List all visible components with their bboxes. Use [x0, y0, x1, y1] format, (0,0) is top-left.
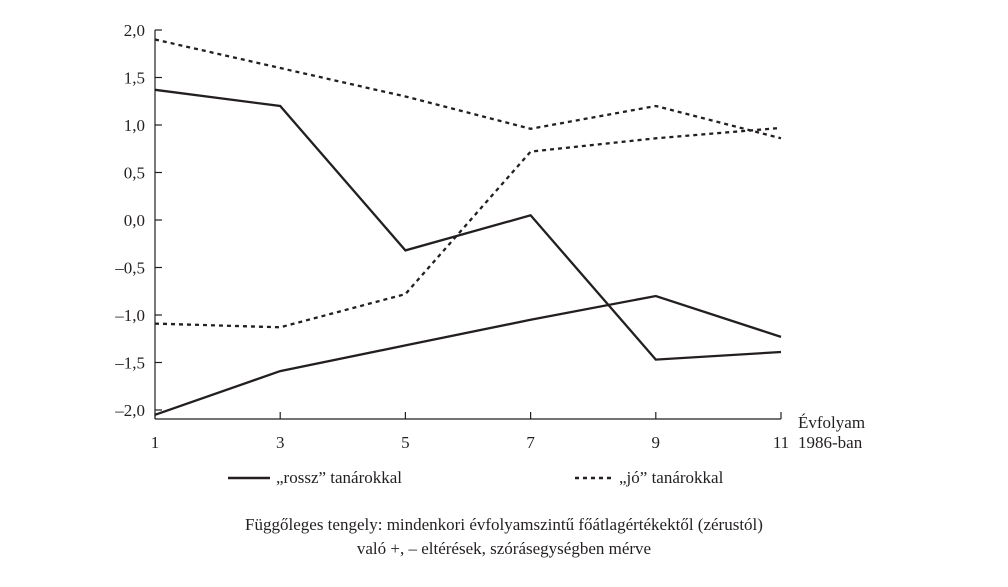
caption-line-1: Függőleges tengely: mindenkori évfolyams…	[245, 515, 763, 534]
legend-good-label: „jó” tanárokkal	[619, 468, 724, 487]
y-axis-ticks: 2,0 1,5 1,0 0,5 0,0 –0,5 –1,0 –1,5 –2,0	[114, 21, 162, 420]
x-tick-label: 11	[773, 433, 789, 452]
y-tick-label: –2,0	[114, 401, 145, 420]
x-tick-label: 5	[401, 433, 410, 452]
x-tick-label: 9	[652, 433, 661, 452]
x-tick-label: 3	[276, 433, 285, 452]
y-tick-label: 2,0	[124, 21, 145, 40]
series-line-bad-0	[154, 88, 782, 361]
series-line-good-2	[154, 38, 782, 140]
chart-legend: „rossz” tanárokkal „jó” tanárokkal	[228, 468, 724, 487]
x-tick-label: 1	[151, 433, 160, 452]
y-tick-label: 0,5	[124, 164, 145, 183]
y-tick-label: 1,0	[124, 116, 145, 135]
x-tick-label: 7	[526, 433, 535, 452]
chart-axes	[154, 30, 781, 420]
caption-line-2: való +, – eltérések, szórásegységben mér…	[356, 539, 652, 558]
legend-bad-label: „rossz” tanárokkal	[276, 468, 402, 487]
x-axis-label-line1: Évfolyam	[798, 413, 865, 432]
y-tick-label: 0,0	[124, 211, 145, 230]
x-axis-label-line2: 1986-ban	[798, 433, 863, 452]
x-axis-ticks: 1 3 5 7 9 11	[151, 412, 789, 452]
series-lines	[154, 38, 782, 416]
y-tick-label: –1,5	[114, 354, 145, 373]
y-tick-label: –1,0	[114, 306, 145, 325]
series-line-bad-1	[154, 294, 782, 416]
y-tick-label: –0,5	[114, 259, 145, 278]
series-line-good-3	[154, 126, 782, 329]
y-tick-label: 1,5	[124, 69, 145, 88]
